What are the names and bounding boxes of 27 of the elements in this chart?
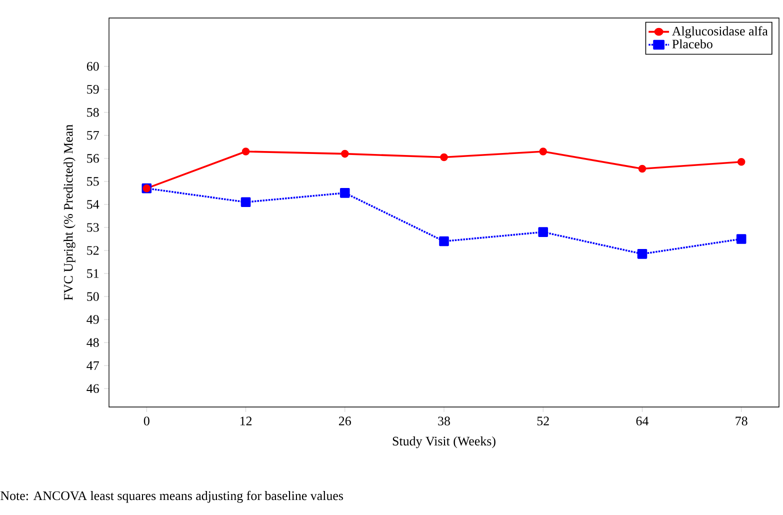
y-tick-label: 54 [87,200,100,209]
text: Note: ANCOVA least squares means adjusting for baseline values [0,490,344,503]
y-tick-label: 47 [86,361,99,370]
y-tick-label: 50 [87,292,99,301]
x-tick-label: 78 [736,416,748,426]
legend-label: Alglucosidase alfa [672,26,768,38]
y-tick-label: 46 [86,384,99,393]
y-tick-label: 59 [87,85,99,94]
y-tick-label: 58 [87,108,99,117]
y-tick-label: 57 [87,131,99,140]
y-tick-label: 56 [87,154,99,163]
y-tick-label: 53 [87,223,99,232]
x-tick-label: 38 [438,416,450,426]
y-tick-label: 52 [87,246,99,255]
y-axis-title: FVC Upright (% Predicted) Mean [64,124,76,300]
x-tick-label: 0 [144,416,150,426]
y-tick-label: 60 [86,62,99,71]
x-tick-label: 52 [537,416,549,426]
y-tick-label: 55 [87,177,99,186]
x-tick-label: 12 [240,416,252,426]
y-tick-label: 48 [86,338,99,347]
y-tick-label: 49 [86,315,99,324]
x-tick-label: 64 [636,416,649,426]
x-axis-title: Study Visit (Weeks) [392,436,496,448]
y-tick-label: 51 [87,269,99,278]
x-tick-label: 26 [338,416,351,426]
legend-label: Placebo [672,39,712,48]
